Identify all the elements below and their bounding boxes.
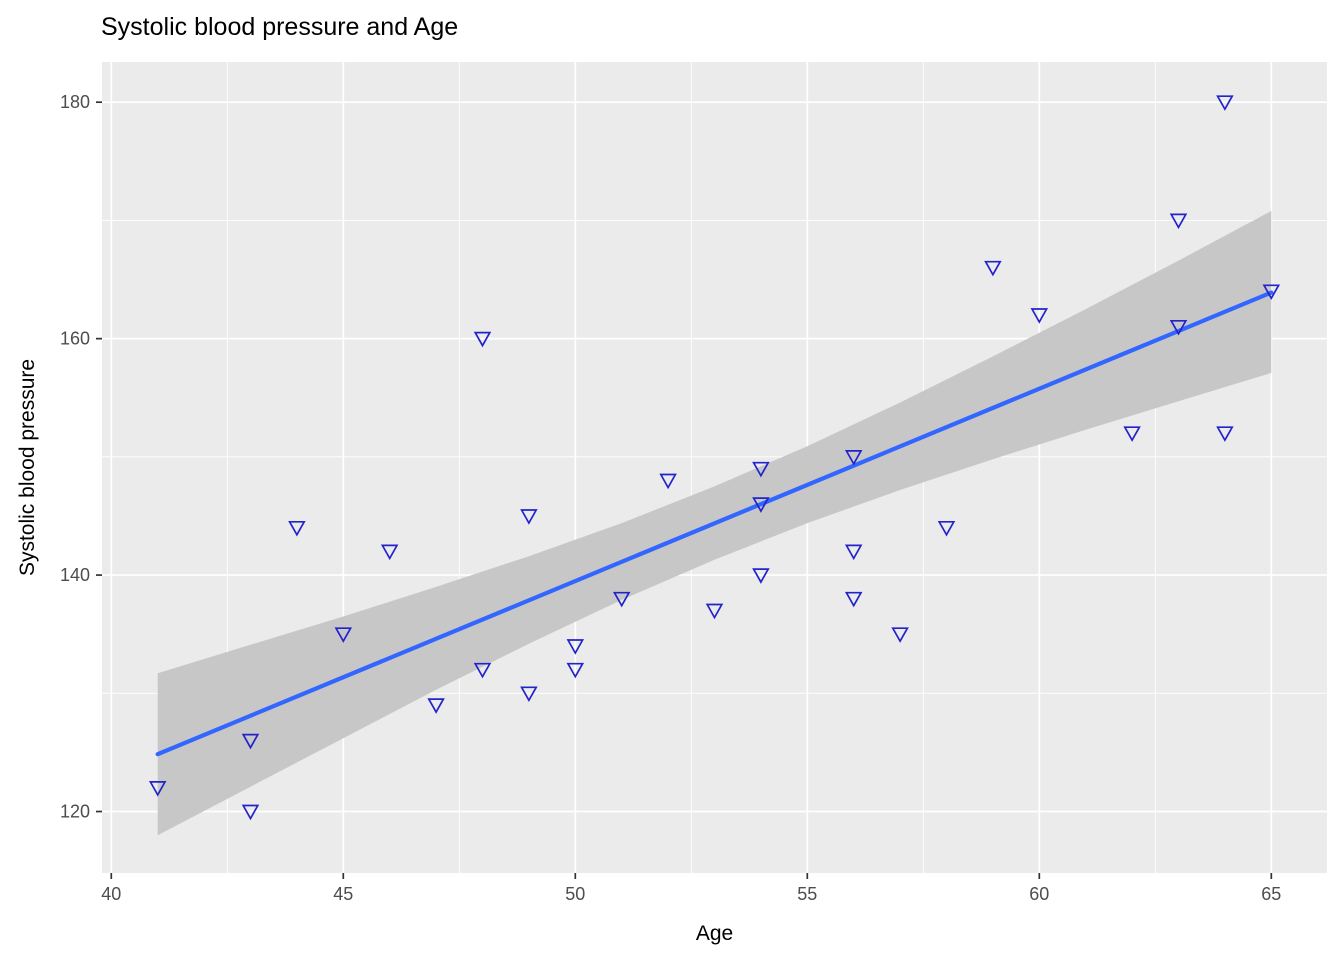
x-axis-tick-label: 55 [797, 884, 817, 904]
data-point-triangle [984, 260, 1002, 277]
x-axis-tick-label: 60 [1029, 884, 1049, 904]
regression-line [155, 290, 1274, 757]
y-axis-tick-label: 120 [60, 802, 90, 822]
data-point-triangle [844, 544, 863, 561]
data-point-triangle [1216, 426, 1234, 442]
data-point-triangle [427, 698, 445, 714]
data-point-triangle [1169, 213, 1188, 230]
data-point-triangle [1123, 426, 1141, 442]
data-point-triangle [241, 733, 260, 750]
data-point-triangle [752, 461, 770, 478]
data-point-triangle [937, 520, 956, 537]
data-point-triangle [844, 591, 863, 608]
data-point-triangle [1216, 95, 1234, 111]
x-axis-tick-label: 65 [1261, 884, 1281, 904]
data-point-triangle [1262, 284, 1281, 301]
x-axis-tick-label: 40 [101, 884, 121, 904]
data-point-triangle [148, 781, 167, 797]
data-point-triangle [1030, 308, 1049, 324]
y-axis-tick-label: 160 [60, 329, 90, 349]
data-point-triangle [752, 568, 770, 584]
x-axis-title: Age [696, 922, 733, 945]
y-axis-tick-label: 180 [60, 92, 90, 112]
data-point-triangle [566, 662, 585, 679]
x-axis-tick-label: 50 [565, 884, 585, 904]
data-point-triangle [288, 520, 306, 537]
y-axis-title: Systolic blood pressure [16, 359, 39, 576]
data-point-triangle [380, 544, 399, 561]
data-point-triangle [241, 804, 260, 821]
data-point-triangle [473, 662, 492, 679]
data-point-triangle [520, 509, 538, 525]
data-point-triangle [334, 627, 353, 643]
data-point-triangle [752, 497, 770, 513]
data-point-triangle [705, 603, 724, 620]
data-point-triangle [844, 450, 863, 466]
data-point-triangle [1169, 319, 1188, 336]
data-point-triangle [473, 331, 492, 348]
x-axis-tick-label: 45 [333, 884, 353, 904]
data-point-triangle [659, 473, 677, 490]
data-point-triangle [520, 686, 538, 703]
data-point-triangle [612, 591, 631, 608]
y-axis-tick-label: 140 [60, 565, 90, 585]
data-point-triangle [891, 627, 909, 643]
plot-title: Systolic blood pressure and Age [101, 13, 459, 41]
data-point-triangle [566, 639, 585, 655]
